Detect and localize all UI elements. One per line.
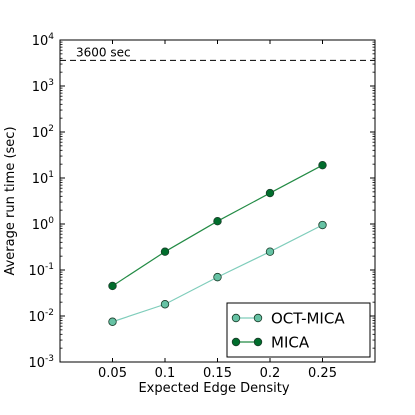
data-point-mica: [213, 217, 222, 226]
data-point-mica: [160, 247, 170, 256]
x-tick-label: 0.05: [98, 366, 127, 381]
y-tick-label: 101: [32, 170, 54, 187]
data-point-oct-mica: [213, 272, 222, 282]
y-tick-label: 10-3: [28, 354, 54, 371]
data-point-oct-mica: [318, 220, 327, 230]
y-tick-label: 104: [32, 32, 55, 49]
y-tick-label: 10-2: [28, 308, 54, 325]
x-tick-label: 0.2: [260, 366, 281, 381]
data-point-mica: [108, 281, 117, 291]
x-tick-label: 0.15: [203, 366, 232, 381]
legend: OCT-MICA MICA: [226, 302, 371, 358]
axes: 0.05 0.1 0.15 0.2 0.25 10-3 10-2 10-1 100 101 102 1…: [28, 32, 376, 381]
legend-marker: [231, 337, 241, 347]
x-tick-label: 0.25: [308, 366, 337, 381]
y-tick-label: 103: [32, 78, 54, 95]
x-tick-label: 0.1: [155, 366, 176, 381]
legend-marker: [253, 313, 263, 323]
legend-box: [226, 302, 371, 358]
data-point-mica: [265, 188, 275, 198]
y-tick-label: 100: [32, 216, 55, 233]
legend-label-mica: MICA: [271, 334, 310, 352]
series-line-mica: [112, 164, 323, 287]
y-axis-label: Average run time (sec): [3, 126, 18, 275]
data-point-mica: [318, 160, 327, 170]
x-axis-label: Expected Edge Density: [138, 381, 289, 396]
data-point-oct-mica: [160, 300, 170, 309]
y-tick-label: 10-1: [28, 262, 54, 279]
data-point-oct-mica: [265, 247, 275, 256]
legend-marker: [253, 337, 263, 347]
plot-area: 3600 sec: [60, 45, 375, 326]
reference-line-label: 3600 sec: [76, 45, 131, 59]
legend-marker: [231, 313, 241, 323]
y-tick-label: 102: [32, 124, 54, 141]
data-point-oct-mica: [108, 317, 117, 326]
legend-label-oct-mica: OCT-MICA: [271, 310, 345, 328]
